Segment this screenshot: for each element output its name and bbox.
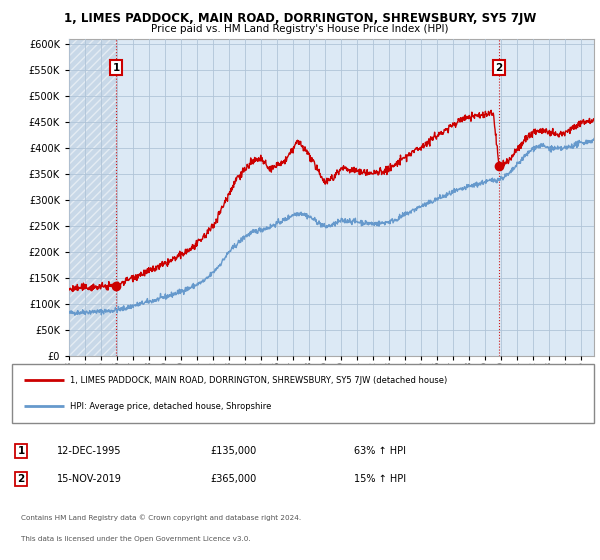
Text: 15-NOV-2019: 15-NOV-2019 [57,474,122,484]
Text: £365,000: £365,000 [210,474,256,484]
Text: 2: 2 [17,474,25,484]
Text: 15% ↑ HPI: 15% ↑ HPI [354,474,406,484]
Text: 63% ↑ HPI: 63% ↑ HPI [354,446,406,456]
Text: 1, LIMES PADDOCK, MAIN ROAD, DORRINGTON, SHREWSBURY, SY5 7JW: 1, LIMES PADDOCK, MAIN ROAD, DORRINGTON,… [64,12,536,25]
Text: 1, LIMES PADDOCK, MAIN ROAD, DORRINGTON, SHREWSBURY, SY5 7JW (detached house): 1, LIMES PADDOCK, MAIN ROAD, DORRINGTON,… [70,376,448,385]
Text: 12-DEC-1995: 12-DEC-1995 [57,446,121,456]
Text: 1: 1 [113,63,120,73]
Text: £135,000: £135,000 [210,446,256,456]
Text: HPI: Average price, detached house, Shropshire: HPI: Average price, detached house, Shro… [70,402,272,411]
Text: Price paid vs. HM Land Registry's House Price Index (HPI): Price paid vs. HM Land Registry's House … [151,24,449,34]
FancyBboxPatch shape [12,364,594,423]
Text: 2: 2 [496,63,503,73]
Text: Contains HM Land Registry data © Crown copyright and database right 2024.: Contains HM Land Registry data © Crown c… [21,515,301,521]
Text: This data is licensed under the Open Government Licence v3.0.: This data is licensed under the Open Gov… [21,536,251,542]
Bar [69,39,117,356]
Text: 1: 1 [17,446,25,456]
